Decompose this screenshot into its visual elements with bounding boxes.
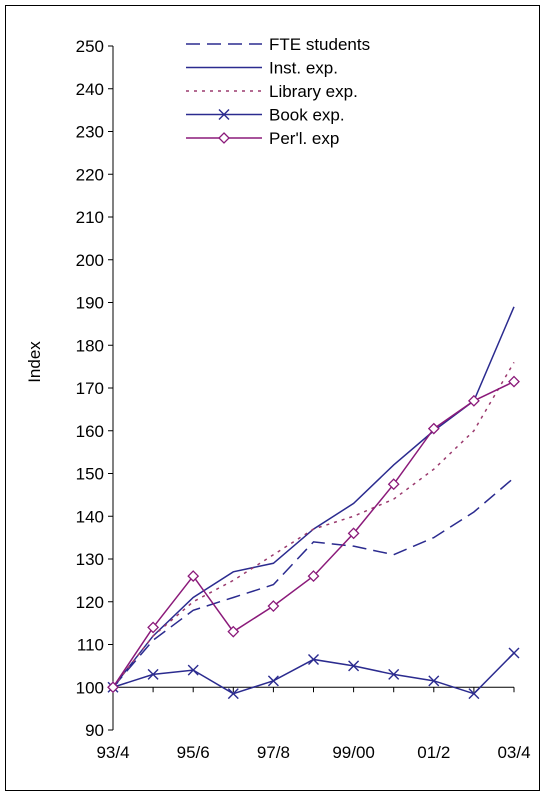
- data-point: [387, 478, 400, 491]
- legend-label: Library exp.: [269, 82, 358, 101]
- data-point: [227, 625, 240, 638]
- x-tick-label: 01/2: [417, 743, 450, 762]
- y-tick-label: 100: [76, 678, 104, 697]
- y-tick-label: 150: [76, 465, 104, 484]
- legend-item-book-exp: Book exp.: [186, 106, 345, 125]
- y-tick-label: 110: [77, 636, 104, 655]
- y-tick-label: 160: [76, 422, 104, 441]
- legend-marker: [218, 132, 230, 144]
- data-point: [267, 675, 279, 687]
- legend-item-per-l-exp: Per'l. exp: [186, 129, 339, 148]
- series-lines: [107, 306, 520, 700]
- y-tick-label: 230: [76, 123, 104, 142]
- series-line-library-exp: [112, 361, 515, 688]
- series-per-l-exp: [107, 375, 520, 694]
- x-tick-label: 97/8: [257, 743, 290, 762]
- x-tick-label: 95/6: [177, 743, 210, 762]
- data-point: [187, 570, 200, 583]
- chart-frame: [5, 5, 540, 791]
- data-point: [107, 681, 119, 694]
- axes: 90 100 110 120 130 140 150 160 170 180 190 200 210 22…: [76, 37, 531, 762]
- data-point: [508, 375, 520, 388]
- data-point: [468, 688, 480, 700]
- y-axis-label: Index: [25, 341, 44, 383]
- legend-label: FTE students: [269, 35, 370, 54]
- data-point: [267, 600, 280, 612]
- x-tick-label: 99/00: [332, 743, 375, 762]
- data-point: [467, 394, 480, 407]
- series-library-exp: [112, 361, 515, 688]
- x-tick-label: 03/4: [497, 743, 530, 762]
- y-tick-label: 240: [76, 80, 104, 99]
- series-fte-students: [112, 477, 515, 688]
- legend-label: Per'l. exp: [269, 129, 339, 148]
- series-line-fte-students: [112, 477, 515, 688]
- y-tick-label: 140: [76, 507, 104, 526]
- data-point: [147, 621, 160, 634]
- data-point: [227, 688, 239, 700]
- data-point: [427, 422, 440, 435]
- legend-label: Book exp.: [269, 106, 345, 125]
- data-point: [428, 675, 440, 687]
- y-tick-label: 200: [76, 251, 104, 270]
- legend-marker: [218, 109, 230, 120]
- y-tick-label: 220: [76, 165, 104, 184]
- series-inst-exp: [112, 306, 515, 688]
- series-line-per-l-exp: [112, 380, 515, 688]
- legend-item-fte-students: FTE students: [186, 35, 370, 54]
- data-point: [308, 653, 319, 665]
- y-tick-label: 180: [76, 336, 104, 355]
- legend-item-library-exp: Library exp.: [186, 82, 358, 101]
- y-tick-label: 190: [76, 294, 104, 313]
- data-point: [187, 664, 199, 676]
- y-tick-label: 250: [76, 37, 104, 56]
- data-point: [347, 527, 360, 540]
- y-tick-label: 90: [85, 721, 104, 740]
- y-tick-label: 170: [76, 379, 104, 398]
- data-point: [147, 668, 159, 680]
- series-line-inst-exp: [112, 306, 515, 688]
- data-point: [388, 668, 400, 680]
- y-tick-label: 120: [76, 593, 104, 612]
- y-tick-label: 130: [76, 550, 104, 569]
- data-point: [307, 570, 320, 583]
- x-tick-label: 93/4: [96, 743, 129, 762]
- legend-item-inst-exp: Inst. exp.: [186, 59, 338, 78]
- data-point: [508, 647, 520, 659]
- y-tick-label: 210: [76, 208, 104, 227]
- legend: FTE students Inst. exp. Library exp. Book e…: [186, 35, 370, 148]
- legend-label: Inst. exp.: [269, 59, 338, 78]
- data-point: [348, 660, 360, 672]
